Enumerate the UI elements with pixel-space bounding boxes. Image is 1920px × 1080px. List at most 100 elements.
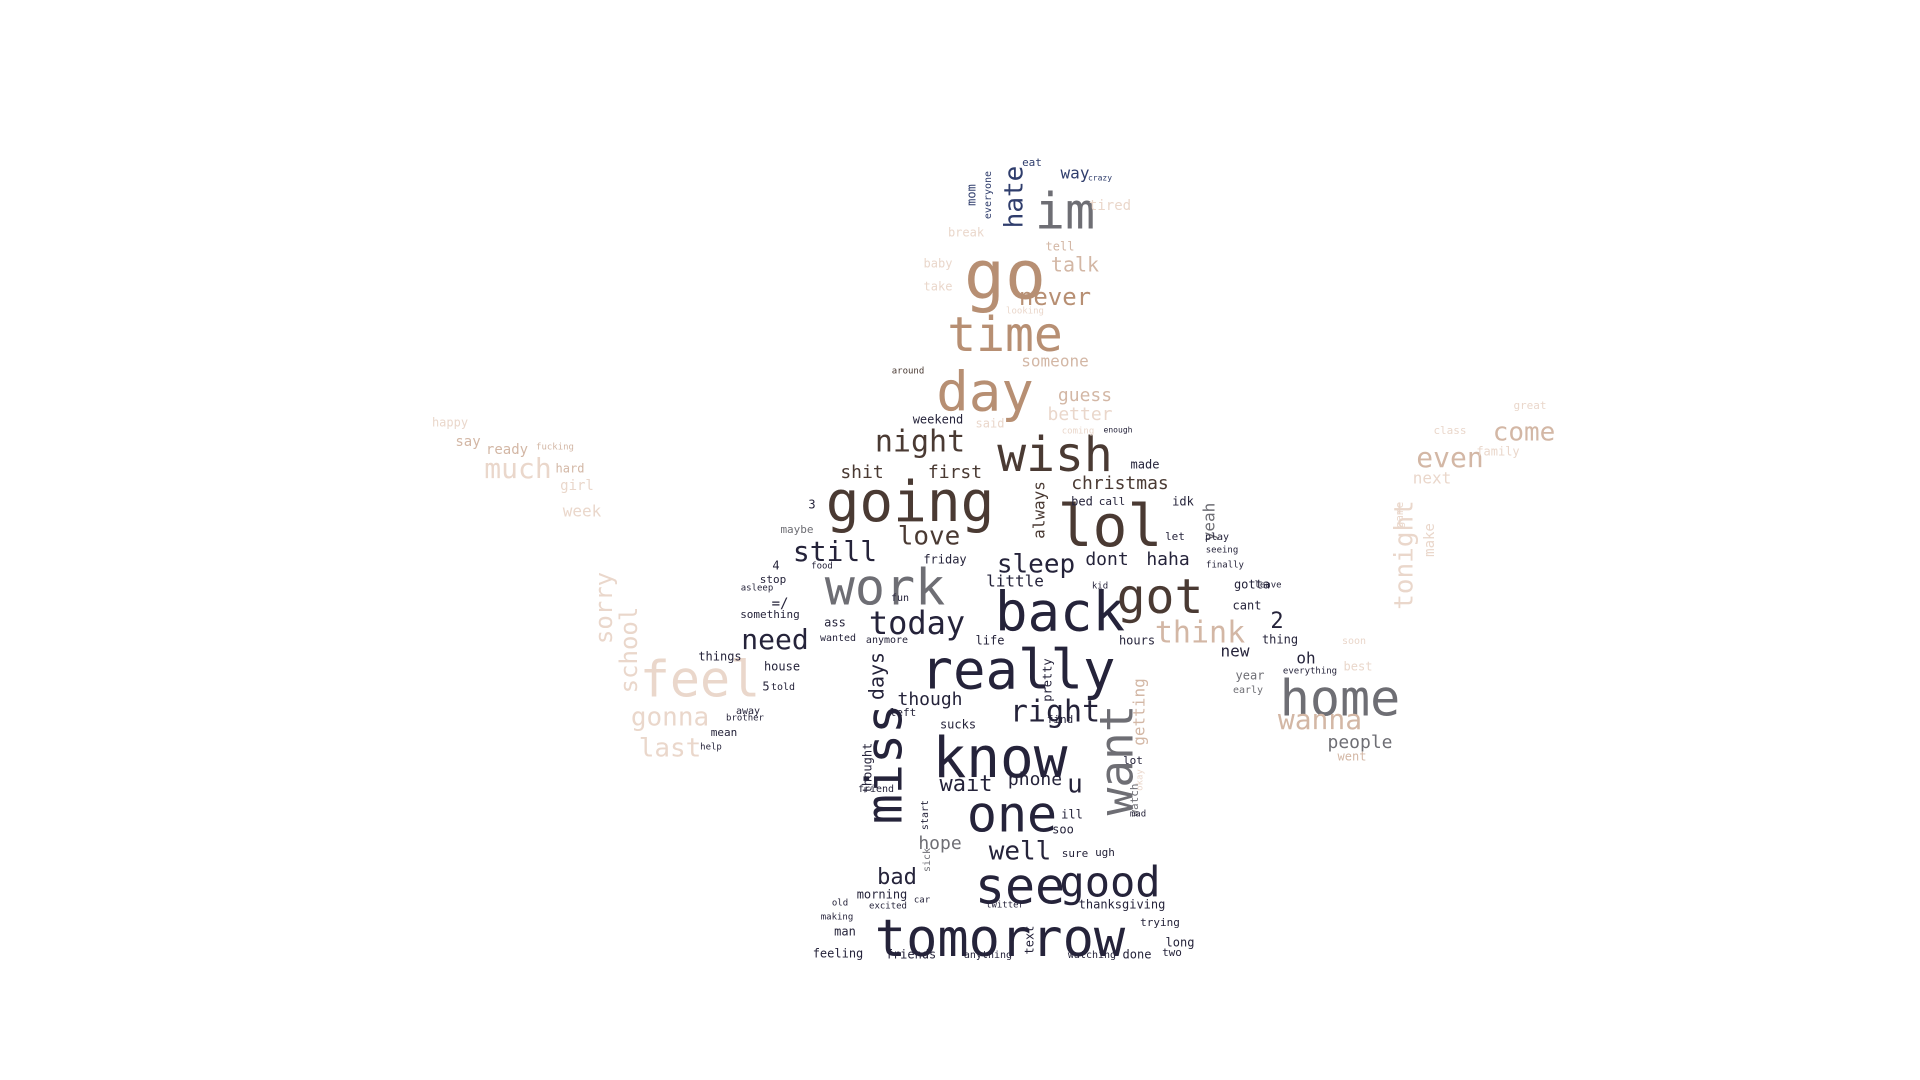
word-know: know	[933, 726, 1068, 791]
word-early: early	[1233, 685, 1263, 696]
word-two: two	[1162, 946, 1182, 959]
word-5: 5	[762, 680, 769, 694]
word-break: break	[948, 226, 985, 240]
word-see: see	[975, 858, 1065, 916]
word-today: today	[869, 604, 965, 642]
word-seeing: seeing	[1206, 546, 1239, 556]
word-watch: watch	[1128, 783, 1141, 816]
word-food: food	[811, 562, 833, 572]
word-class: class	[1433, 424, 1466, 437]
word-come: come	[1493, 418, 1556, 448]
word-im: im	[1035, 183, 1095, 241]
word-2: 2	[1270, 609, 1283, 634]
word-game: game	[1393, 502, 1406, 529]
word-someone: someone	[1021, 352, 1088, 371]
word-weekend: weekend	[913, 413, 964, 427]
word-finally: finally	[1206, 561, 1245, 571]
word-miss: miss	[856, 704, 914, 824]
word-christmas: christmas	[1071, 473, 1169, 494]
word-though: though	[897, 689, 962, 710]
word-got: got	[1117, 569, 1204, 625]
word-happy: happy	[432, 416, 468, 430]
word-time: time	[947, 307, 1063, 363]
word-something: something	[740, 608, 800, 621]
word-sorry: sorry	[590, 572, 618, 644]
word-stop: stop	[760, 573, 787, 586]
word-friends: friends	[886, 948, 937, 962]
word-lol: lol	[1058, 492, 1163, 560]
word-well: well	[989, 837, 1052, 867]
word-excited: excited	[869, 902, 907, 912]
word-thanksgiving: thanksgiving	[1079, 898, 1166, 912]
word-soon: soon	[1342, 636, 1366, 647]
word-brother: brother	[726, 714, 765, 724]
word-night: night	[875, 425, 965, 460]
word-much: much	[484, 452, 551, 485]
word-home: home	[1280, 670, 1400, 728]
word-ready: ready	[486, 442, 528, 458]
word-mom: mom	[965, 184, 979, 206]
word-wish: wish	[997, 427, 1113, 483]
word-first: first	[928, 462, 982, 483]
word-looking: looking	[1006, 307, 1044, 317]
word-man: man	[834, 925, 856, 939]
word-sleep: sleep	[997, 550, 1075, 580]
word-still: still	[793, 535, 877, 568]
word-pretty: pretty	[1041, 658, 1055, 701]
word-xx: =/	[772, 596, 789, 612]
word-week: week	[563, 502, 602, 521]
word-let: let	[1165, 530, 1185, 543]
word-lot: lot	[1123, 754, 1143, 767]
word-told: told	[771, 682, 795, 693]
word-even: even	[1416, 441, 1483, 474]
word-ugh: ugh	[1095, 846, 1115, 859]
word-away: away	[736, 706, 760, 717]
word-hours: hours	[1119, 634, 1155, 648]
word-done: done	[1123, 948, 1152, 962]
word-4: 4	[772, 559, 779, 573]
word-sure: sure	[1062, 847, 1089, 860]
word-school: school	[615, 607, 643, 694]
word-help: help	[700, 743, 722, 753]
word-soo: soo	[1052, 823, 1074, 837]
word-dont: dont	[1085, 549, 1128, 570]
word-everything: everything	[1283, 667, 1337, 677]
word-left: left	[890, 706, 917, 719]
word-take: take	[924, 280, 953, 294]
word-oh: oh	[1296, 649, 1315, 668]
word-bed: bed	[1071, 495, 1093, 509]
word-idk: idk	[1172, 495, 1194, 509]
word-tomorrow: tomorrow	[875, 909, 1126, 969]
word-anymore: anymore	[866, 635, 908, 646]
word-find: find	[1047, 713, 1074, 726]
word-feeling: feeling	[813, 947, 864, 961]
word-wanna: wanna	[1278, 703, 1362, 736]
word-make: make	[1422, 523, 1438, 557]
word-thought: thought	[861, 743, 875, 794]
word-gotta: gotta	[1234, 578, 1270, 592]
word-anything: anything	[964, 950, 1012, 961]
word-going: going	[826, 470, 995, 535]
word-little: little	[986, 572, 1044, 591]
word-back: back	[995, 581, 1125, 644]
word-best: best	[1344, 660, 1373, 674]
word-girl: girl	[560, 478, 594, 494]
word-say: say	[455, 434, 480, 450]
word-wanted: wanted	[820, 633, 856, 644]
word-watching: watching	[1068, 950, 1116, 961]
word-better: better	[1047, 404, 1112, 425]
word-old: old	[832, 899, 848, 909]
word-work: work	[825, 559, 945, 617]
word-hope: hope	[918, 833, 961, 854]
word-shit: shit	[840, 462, 883, 483]
word-right: right	[1010, 695, 1100, 730]
word-friday: friday	[923, 553, 966, 567]
word-enough: enough	[1104, 426, 1133, 435]
word-gonna: gonna	[631, 703, 709, 733]
word-next: next	[1413, 469, 1452, 488]
word-long: long	[1166, 936, 1195, 950]
word-cant: cant	[1233, 599, 1262, 613]
